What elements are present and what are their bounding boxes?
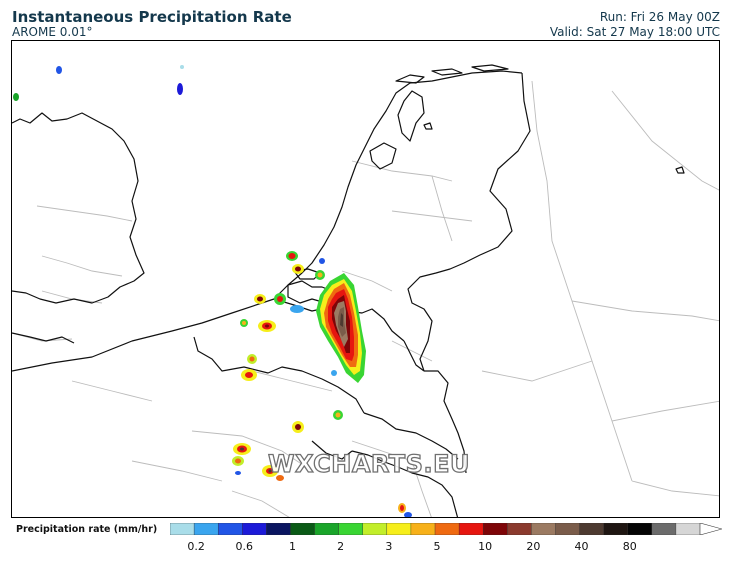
- model-label: AROME 0.01°: [12, 25, 93, 39]
- admin-border-line: [411, 460, 432, 517]
- legend-tick-label: 5: [433, 540, 441, 553]
- coastline-france: [12, 298, 275, 372]
- legend-tick-label: 80: [622, 540, 637, 553]
- legend-tick-label: 10: [478, 540, 493, 553]
- legend-color-swatch: [675, 523, 701, 535]
- legend-tick-label: 3: [385, 540, 393, 553]
- precip-cell-light: [56, 66, 62, 74]
- coastline-lake: [423, 122, 433, 130]
- admin-border-line: [611, 400, 719, 422]
- legend-tick-label: 20: [526, 540, 541, 553]
- border-luxembourg-france: [363, 412, 459, 460]
- admin-border-line: [631, 480, 719, 497]
- border-netherlands-germany: [407, 72, 531, 372]
- admin-border-line: [351, 160, 453, 182]
- coastline-markermeer: [369, 142, 397, 170]
- legend-color-swatch: [362, 523, 388, 535]
- border-belgium-luxembourg-north: [403, 340, 425, 372]
- precipitation-cells: [13, 65, 412, 517]
- admin-border-line: [231, 490, 290, 517]
- admin-border-line: [611, 90, 719, 191]
- valid-time-label: Valid: Sat 27 May 18:00 UTC: [549, 25, 720, 39]
- map-panel[interactable]: [11, 40, 720, 518]
- admin-border-line: [351, 440, 413, 462]
- storm-small-cells: [232, 251, 412, 517]
- legend-tick-label: 0.6: [235, 540, 254, 553]
- coastline-frisian-island: [431, 68, 463, 76]
- legend-color-swatch: [507, 523, 532, 535]
- legend-color-swatch: [410, 523, 436, 535]
- page-title: Instantaneous Precipitation Rate: [12, 8, 292, 26]
- coastline-frisian-island: [395, 74, 425, 84]
- legend-color-swatch: [193, 523, 219, 535]
- legend-tick-label: 1: [288, 540, 296, 553]
- legend-tick-label: 2: [337, 540, 345, 553]
- legend-color-swatch: [482, 523, 508, 535]
- admin-border-line: [36, 205, 133, 222]
- coastline-britain: [12, 112, 145, 304]
- admin-border-line: [131, 460, 223, 482]
- admin-border-line: [391, 210, 473, 222]
- precip-cell-light: [177, 83, 183, 95]
- legend-color-swatch: [579, 523, 605, 535]
- coastline-channel-uk: [12, 332, 75, 344]
- legend-color-swatch: [314, 523, 340, 535]
- legend-color-swatch: [651, 523, 677, 535]
- admin-border-line: [191, 430, 313, 472]
- admin-border-line: [481, 360, 593, 382]
- legend-color-swatch: [555, 523, 581, 535]
- legend-tick-label: 0.2: [187, 540, 205, 553]
- border-belgium-germany: [424, 370, 467, 474]
- legend-color-swatch: [266, 523, 291, 535]
- admin-border-line: [391, 340, 433, 362]
- precip-cell-light: [13, 93, 19, 101]
- legend-color-swatch: [242, 523, 267, 535]
- legend-tick-label: 40: [574, 540, 589, 553]
- legend-color-swatch: [170, 523, 195, 535]
- legend-colorbar: [170, 523, 722, 535]
- legend-color-swatch: [290, 523, 316, 535]
- admin-border-line: [41, 255, 123, 277]
- admin-border-line: [341, 270, 393, 292]
- border-france-germany: [351, 450, 459, 517]
- watermark-logo: WXCHARTS.EU: [267, 449, 470, 478]
- admin-border-line: [431, 175, 453, 242]
- legend-color-swatch: [217, 523, 243, 535]
- admin-border-line: [71, 380, 153, 402]
- legend-color-swatch: [627, 523, 653, 535]
- admin-border-line: [571, 300, 719, 322]
- border-france-lorraine: [311, 440, 353, 460]
- legend-color-swatch: [458, 523, 484, 535]
- legend-overflow-arrow: [699, 523, 722, 535]
- storm-main-band: [316, 273, 366, 383]
- border-france-belgium: [193, 336, 365, 414]
- legend-color-swatch: [603, 523, 629, 535]
- admin-borders: [12, 80, 719, 517]
- coastline-frisian-island: [471, 64, 509, 72]
- legend-color-swatch: [434, 523, 460, 535]
- admin-border-line: [531, 80, 633, 482]
- legend-color-swatch: [531, 523, 556, 535]
- run-time-label: Run: Fri 26 May 00Z: [599, 10, 720, 24]
- legend-label: Precipitation rate (mm/hr): [16, 524, 158, 535]
- coastline-lake: [675, 166, 685, 174]
- coastline-netherlands: [273, 70, 523, 300]
- admin-border-line: [251, 370, 333, 392]
- legend-color-swatch: [386, 523, 412, 535]
- coastline-ijsselmeer: [397, 90, 425, 142]
- legend-color-swatch: [338, 523, 364, 535]
- map-canvas: [12, 64, 719, 517]
- precip-cell-trace: [180, 65, 184, 69]
